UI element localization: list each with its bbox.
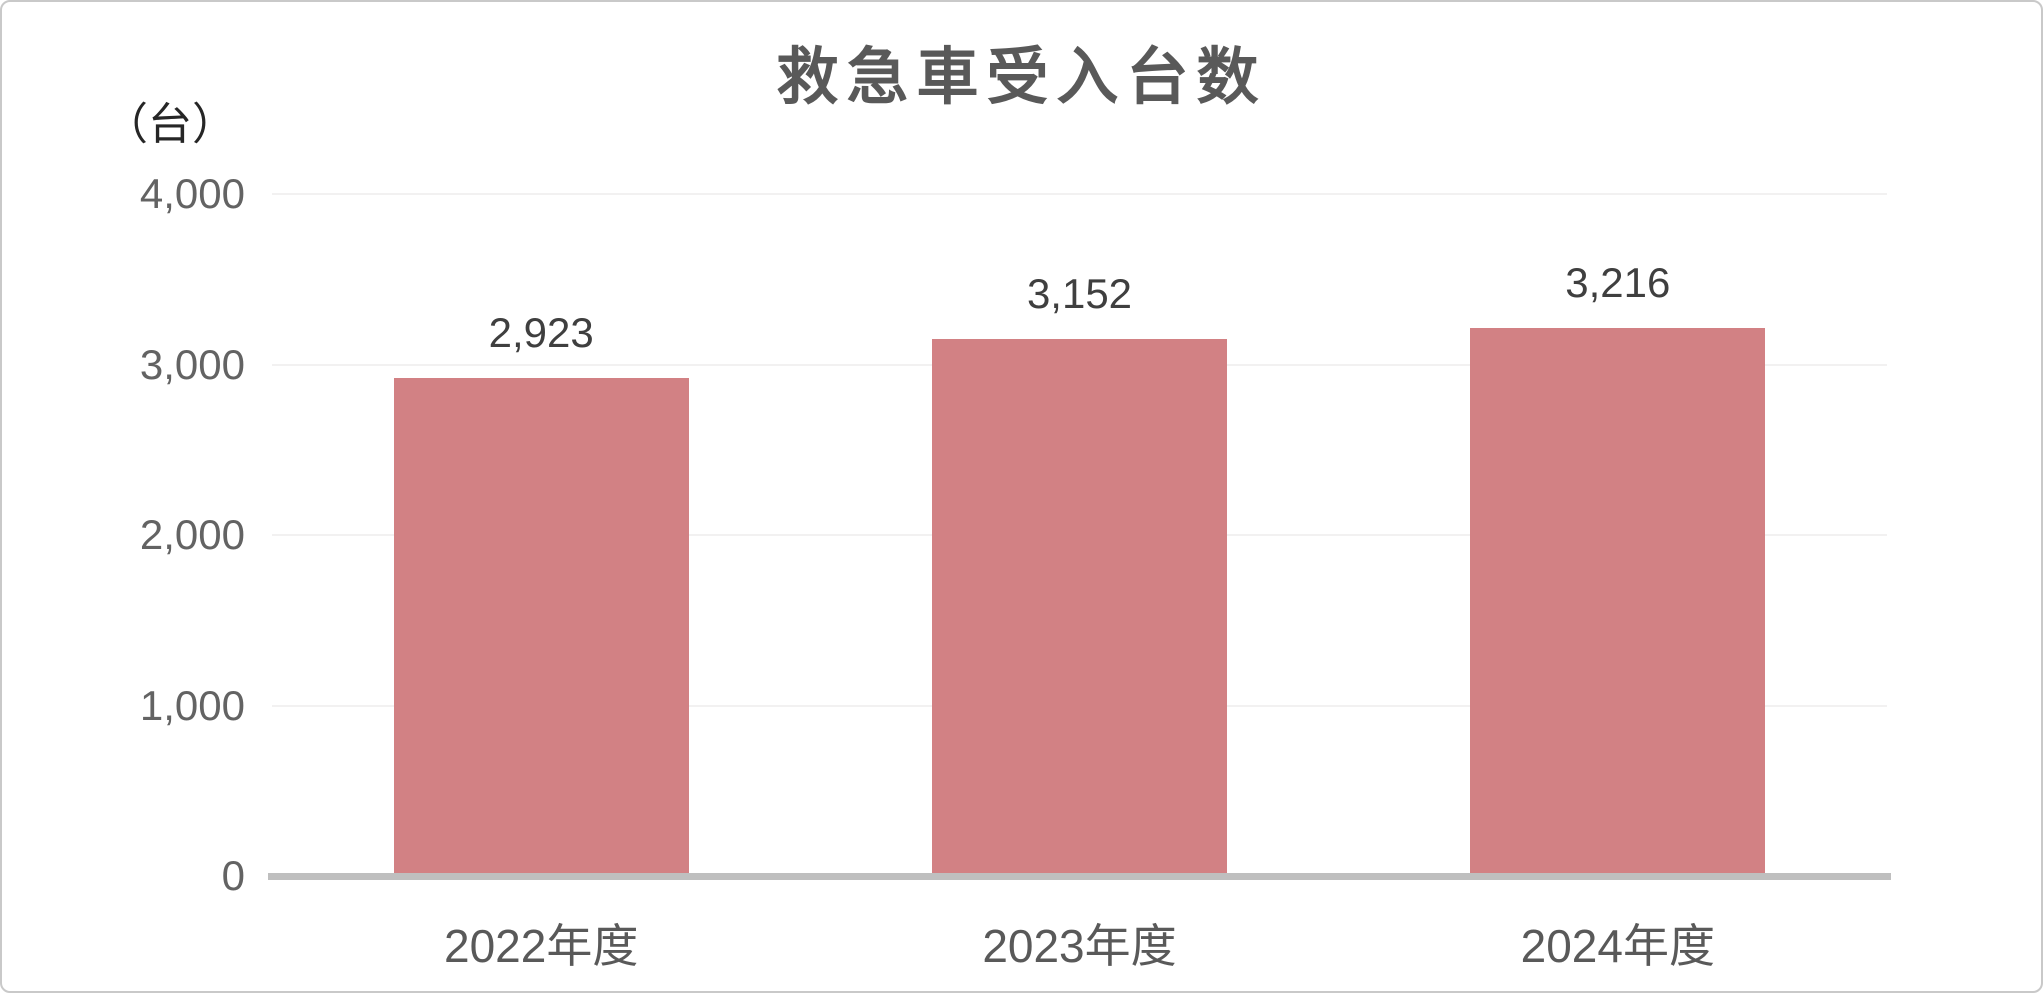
x-axis-labels: 2022年度 2023年度 2024年度 [272, 910, 1887, 976]
x-axis-line [268, 873, 1891, 880]
y-axis-unit-label: （台） [104, 100, 236, 149]
chart-title: 救急車受入台数 [776, 43, 1267, 112]
x-axis-label: 2022年度 [443, 920, 639, 972]
bars-container: 2,923 3,152 3,216 [272, 194, 1887, 876]
plot-area: 2,923 3,152 3,216 [268, 193, 1891, 880]
bar-2023年度 [931, 338, 1227, 876]
bar-value-label: 2,923 [488, 308, 594, 356]
bar-value-label: 3,216 [1565, 258, 1671, 306]
bar-group: 2,923 [272, 194, 810, 876]
bar-2024年度 [1470, 327, 1766, 876]
bar-value-label: 3,152 [1026, 269, 1133, 317]
x-axis-label: 2024年度 [1520, 920, 1715, 972]
y-axis-tick-label: 3,000 [139, 340, 245, 388]
y-axis-tick-label: 2,000 [139, 511, 245, 558]
x-axis-label: 2023年度 [982, 920, 1177, 972]
y-axis-tick-label: 4,000 [139, 170, 245, 217]
bar-2022年度 [393, 377, 689, 876]
y-axis-tick-label: 0 [221, 852, 245, 899]
y-axis-tick-label: 1,000 [139, 681, 245, 729]
gridline [272, 193, 1887, 195]
bar-group: 3,216 [1349, 194, 1887, 876]
bar-group: 3,152 [810, 194, 1348, 876]
